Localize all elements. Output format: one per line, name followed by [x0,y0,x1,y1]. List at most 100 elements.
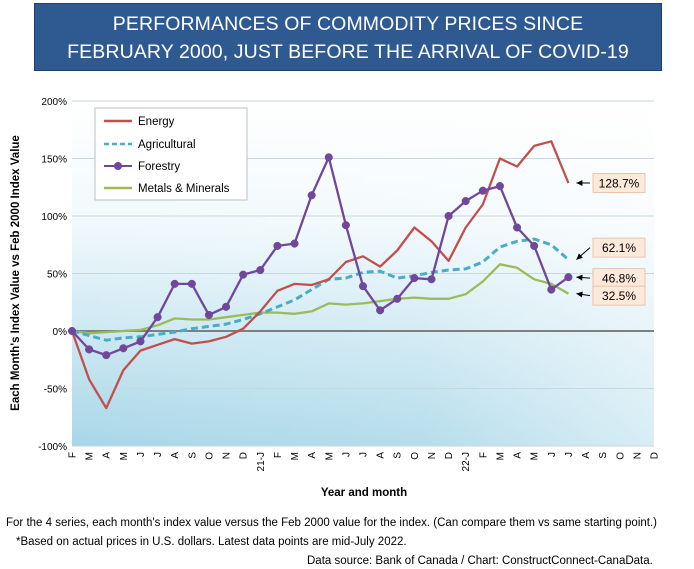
forestry-point [85,345,94,354]
series-line-agricultural [71,237,570,342]
x-tick-label: S [187,452,198,459]
x-tick-label: M [324,452,335,460]
x-tick-label: J [564,452,575,457]
forestry-point [324,153,333,162]
x-tick-label: F [478,452,489,458]
forestry-point [273,241,282,250]
x-tick-label: J [136,452,147,457]
footnote-2: *Based on actual prices in U.S. dollars.… [16,536,407,548]
y-tick-label: 0% [53,327,68,338]
legend-label-agricultural: Agricultural [138,139,196,151]
chart-title-line1: PERFORMANCES OF COMMODITY PRICES SINCE [112,13,584,35]
forestry-point [102,351,111,360]
forestry-point [187,279,196,288]
x-tick-label: M [290,452,301,460]
x-tick-label: D [444,452,455,459]
x-tick-label: A [307,452,318,459]
x-tick-labels: F M A M J J A S O N D 21-J F M A M J J A S O N D 22-J F M A M J J A S O N… [68,452,661,472]
forestry-point [153,313,162,322]
x-tick-label: A [513,452,524,459]
forestry-point [204,310,213,319]
end-label-arrowhead [576,291,583,298]
x-tick-label: O [615,452,626,460]
forestry-point [376,306,385,315]
gridlines [72,100,654,447]
footnote-3: Data source: Bank of Canada / Chart: Con… [307,555,653,567]
x-tick-label: J [359,452,370,457]
x-tick-label: O [410,452,421,460]
end-label-arrowhead [576,253,583,260]
x-tick-label: D [650,452,661,459]
chart-title-banner: PERFORMANCES OF COMMODITY PRICES SINCE F… [34,3,662,71]
x-tick-label: M [119,452,130,460]
y-tick-label: -100% [38,442,67,453]
x-tick-label: J [547,452,558,457]
x-tick-label: A [102,452,113,459]
legend-box [94,107,248,201]
x-tick-label: 22-J [461,452,472,471]
forestry-point [564,273,573,282]
y-tick-label: 50% [47,270,67,281]
y-tick-label: 200% [41,97,67,108]
forestry-point [170,279,179,288]
x-axis-label: Year and month [321,487,407,499]
forestry-point [307,191,316,200]
x-tick-label: J [341,452,352,457]
forestry-point [136,337,145,346]
x-tick-label: F [68,452,79,458]
forestry-point [256,266,265,275]
forestry-point [478,186,487,195]
x-tick-label: N [222,452,233,459]
series-layer [67,140,573,410]
footnote-1: For the 4 series, each month's index val… [6,517,657,529]
forestry-point [222,302,231,311]
x-tick-label: S [393,452,404,459]
forestry-point [341,221,350,230]
forestry-point [239,270,248,279]
forestry-point [393,294,402,303]
end-label-box [592,173,646,193]
legend: Energy Agricultural Forestry Metals & Mi… [94,107,248,201]
x-tick-label: N [427,452,438,459]
end-label-agricultural: 62.1% [602,241,636,255]
forestry-point [427,275,436,284]
x-tick-label: 21-J [256,452,267,471]
end-label-energy: 128.7% [599,176,640,190]
x-tick-label: F [273,452,284,458]
forestry-point [410,274,419,283]
forestry-point [530,241,539,250]
forestry-point [358,282,368,291]
y-tick-label: 100% [41,212,67,223]
y-tick-label: -50% [44,385,67,396]
x-tick-label: N [632,452,643,459]
x-tick-label: A [170,452,181,459]
end-label-arrowhead [576,274,583,281]
y-tick-label: 150% [41,155,67,166]
legend-label-forestry: Forestry [138,161,180,173]
x-tick-label: M [530,452,541,460]
x-tick-label: J [153,452,164,457]
legend-label-energy: Energy [138,116,175,128]
y-tick-labels: -100% -50% 0% 50% 100% 150% 200% [38,97,67,453]
forestry-point [547,285,556,294]
series-line-energy [70,140,570,410]
legend-label-metals: Metals & Minerals [138,183,230,195]
end-label-box [592,285,646,306]
forestry-point [119,344,128,353]
forestry-point [290,239,299,248]
end-label-box [592,237,646,258]
x-tick-label: M [85,452,96,460]
series-line-metals [71,263,569,335]
x-tick-label: D [239,452,250,459]
legend-marker-forestry [114,162,122,170]
x-tick-label: A [376,452,387,459]
x-tick-label: O [204,452,215,460]
end-label-arrowhead [576,179,583,186]
forestry-point [461,197,470,206]
end-label-metals: 32.5% [602,289,636,303]
x-tick-label: M [495,452,506,460]
chart-title-line2: FEBRUARY 2000, JUST BEFORE THE ARRIVAL O… [67,41,629,63]
x-tick-label: A [581,452,592,459]
x-tick-label: S [598,452,609,459]
